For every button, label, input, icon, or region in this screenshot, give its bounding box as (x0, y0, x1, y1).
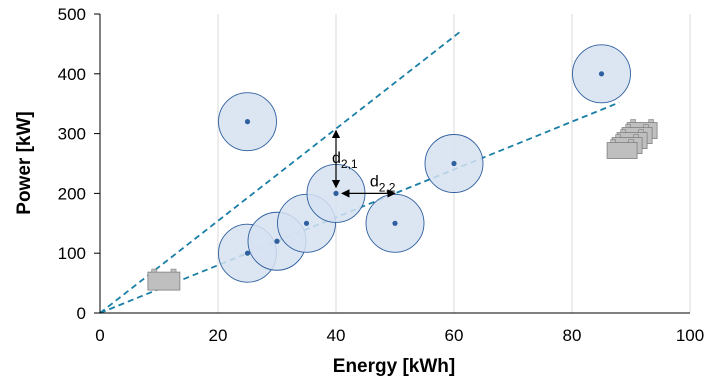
data-point-3 (274, 238, 280, 244)
y-tick-label-400: 400 (58, 65, 86, 84)
x-tick-label-80: 80 (563, 326, 582, 345)
data-points (244, 71, 605, 256)
point-circles (218, 44, 631, 283)
x-tick-label-100: 100 (676, 326, 704, 345)
x-axis-title: Energy [kWh] (333, 356, 455, 377)
data-point-1 (244, 250, 251, 256)
trend-lines (99, 31, 620, 314)
x-tick-label-0: 0 (95, 326, 104, 345)
annotation-label-1: d2,1 (332, 150, 358, 171)
annotation-label-2: d2,2 (370, 173, 396, 194)
single-battery-icon (147, 268, 181, 291)
y-axis-title: Power [kW] (14, 111, 35, 214)
y-tick-label-0: 0 (77, 304, 86, 323)
y-tick-label-100: 100 (58, 244, 86, 263)
axes (94, 13, 690, 314)
x-tick-label-20: 20 (209, 326, 228, 345)
y-tick-label-500: 500 (58, 5, 86, 24)
data-point-6 (392, 220, 398, 226)
tick-labels: 0 20 40 60 80 100 0 100 200 300 400 500 (58, 5, 705, 345)
trend-line-1 (99, 31, 461, 314)
y-tick-label-200: 200 (58, 184, 86, 203)
x-tick-label-60: 60 (445, 326, 464, 345)
data-point-2 (244, 119, 251, 125)
x-tick-label-40: 40 (327, 326, 346, 345)
annotations: d2,1 d2,2 (331, 129, 396, 198)
data-point-7 (451, 160, 457, 167)
data-point-4 (303, 220, 310, 226)
battery-icons (147, 119, 658, 291)
battery-pack-icon (606, 119, 658, 159)
data-point-8 (598, 71, 605, 77)
data-point-5 (333, 190, 339, 196)
y-tick-label-300: 300 (58, 125, 86, 144)
